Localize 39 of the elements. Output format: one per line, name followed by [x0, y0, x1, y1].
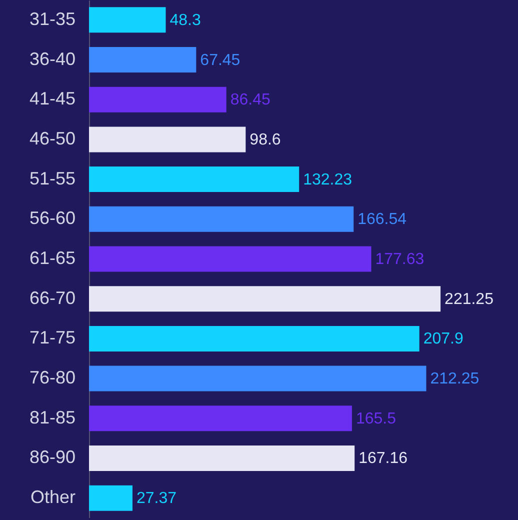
y-tick-label: 61-65 — [29, 248, 76, 268]
bar — [89, 7, 166, 33]
y-tick-label: 81-85 — [29, 407, 76, 428]
y-tick-label: Other — [30, 487, 76, 508]
data-label: 132.23 — [303, 171, 352, 188]
y-tick-label: 36-40 — [29, 48, 76, 69]
data-label: 177.63 — [375, 251, 424, 268]
data-label: 67.45 — [200, 52, 240, 69]
data-label: 165.5 — [356, 410, 396, 428]
data-label: 86.45 — [230, 92, 270, 109]
y-tick-label: 31-35 — [29, 8, 76, 29]
bar — [89, 126, 246, 152]
y-tick-label: 86-90 — [29, 447, 76, 468]
bar — [89, 47, 196, 73]
data-label: 98.6 — [250, 131, 281, 148]
bar — [89, 286, 441, 312]
data-label: 48.3 — [170, 12, 201, 29]
bar — [89, 326, 420, 352]
data-label: 221.25 — [444, 290, 494, 308]
y-tick-label: 41-45 — [29, 88, 76, 109]
y-tick-label: 56-60 — [29, 208, 76, 228]
bar — [89, 86, 226, 112]
data-label: 207.9 — [423, 330, 464, 348]
data-label: 212.25 — [430, 370, 480, 388]
y-tick-label: 66-70 — [29, 288, 76, 308]
data-label: 166.54 — [358, 211, 407, 228]
data-label: 167.16 — [358, 450, 408, 468]
y-tick-label: 51-55 — [29, 168, 76, 188]
y-tick-label: 71-75 — [29, 328, 76, 348]
bar — [89, 166, 300, 192]
bar — [89, 246, 372, 272]
bar — [89, 445, 355, 471]
bar — [89, 366, 426, 392]
bar — [89, 206, 354, 232]
bar — [89, 485, 132, 511]
y-tick-label: 46-50 — [29, 128, 76, 148]
y-tick-label: 76-80 — [29, 368, 76, 388]
bar — [89, 406, 352, 432]
data-label: 27.37 — [136, 490, 177, 508]
